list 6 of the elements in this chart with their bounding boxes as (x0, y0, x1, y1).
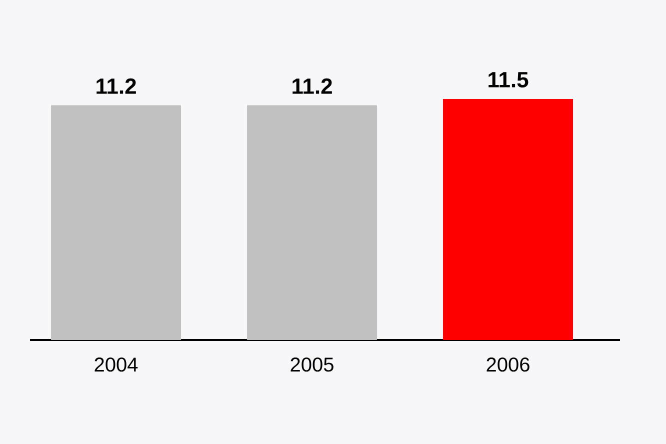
data-label: 11.2 (96, 78, 136, 94)
data-label: 11.2 (292, 78, 332, 94)
x-tick-label: 2004 (94, 358, 138, 372)
x-tick-label: 2005 (290, 358, 334, 372)
data-label: 11.5 (488, 72, 528, 88)
x-tick-label: 2006 (486, 358, 530, 372)
